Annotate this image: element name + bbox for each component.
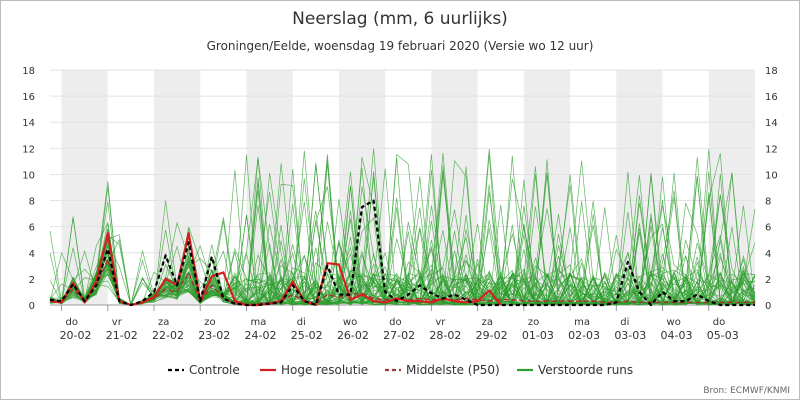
x-day-label: do — [713, 317, 725, 328]
x-day-label: wo — [343, 317, 357, 328]
ensemble-member-line — [49, 153, 756, 306]
y-tick-label-right: 6 — [765, 223, 771, 234]
x-date-label: 03-03 — [614, 329, 646, 342]
x-day-label: di — [620, 317, 629, 328]
y-tick-label-right: 14 — [765, 118, 778, 129]
ensemble-member-line — [49, 167, 756, 306]
x-day-label: vr — [435, 317, 446, 328]
x-day-label: zo — [204, 317, 215, 328]
y-tick-label-left: 2 — [29, 275, 35, 286]
x-date-label: 26-02 — [337, 329, 369, 342]
x-date-label: 25-02 — [291, 329, 323, 342]
x-day-label: vr — [112, 317, 123, 328]
x-date-label: 24-02 — [244, 329, 276, 342]
y-tick-label-left: 0 — [29, 301, 35, 312]
y-tick-label-left: 16 — [22, 92, 35, 103]
y-tick-label-left: 14 — [22, 118, 35, 129]
ensemble-member-line — [49, 153, 756, 306]
x-date-label: 02-03 — [568, 329, 600, 342]
x-date-label: 28-02 — [429, 329, 461, 342]
legend-label: Middelste (P50) — [406, 363, 500, 377]
ensemble-series — [49, 148, 756, 307]
x-date-label: 20-02 — [60, 329, 92, 342]
x-day-label: za — [482, 317, 493, 328]
ensemble-member-line — [49, 153, 756, 306]
y-tick-label-left: 8 — [29, 197, 35, 208]
legend-label: Controle — [189, 363, 240, 377]
day-band — [708, 70, 755, 305]
y-tick-label-right: 18 — [765, 66, 778, 77]
x-day-label: do — [66, 317, 78, 328]
x-date-label: 04-03 — [661, 329, 693, 342]
x-day-label: wo — [667, 317, 681, 328]
main-series — [49, 199, 755, 307]
y-tick-label-left: 4 — [29, 249, 35, 260]
x-date-label: 01-03 — [522, 329, 554, 342]
legend: Controle Hoge resolutie Middelste (P50) Ver… — [168, 363, 633, 377]
x-date-label: 22-02 — [152, 329, 184, 342]
series-line-controle — [49, 199, 755, 307]
y-tick-label-left: 18 — [22, 66, 35, 77]
day-band — [431, 70, 478, 305]
x-day-label: ma — [250, 317, 266, 328]
y-tick-label-right: 10 — [765, 170, 778, 181]
x-day-label: di — [297, 317, 306, 328]
source-label: Bron: ECMWF/KNMI — [703, 386, 790, 396]
y-axis-right: 0 2 4 6 8 10 12 14 16 18 — [765, 66, 778, 312]
y-tick-label-right: 4 — [765, 249, 771, 260]
legend-label: Verstoorde runs — [538, 363, 633, 377]
x-date-label: 29-02 — [476, 329, 508, 342]
y-tick-label-right: 2 — [765, 275, 771, 286]
x-axis: do20-02vr21-02za22-02zo23-02ma24-02di25-… — [60, 305, 739, 342]
y-tick-label-right: 0 — [765, 301, 771, 312]
legend-label: Hoge resolutie — [281, 363, 368, 377]
y-tick-label-right: 8 — [765, 197, 771, 208]
x-date-label: 23-02 — [198, 329, 230, 342]
ensemble-member-line — [49, 169, 756, 306]
x-date-label: 27-02 — [383, 329, 415, 342]
x-date-label: 05-03 — [707, 329, 739, 342]
chart-subtitle: Groningen/Eelde, woensdag 19 februari 20… — [207, 39, 594, 53]
y-tick-label-right: 16 — [765, 92, 778, 103]
y-tick-label-left: 6 — [29, 223, 35, 234]
y-tick-label-left: 10 — [22, 170, 35, 181]
y-tick-label-right: 12 — [765, 144, 778, 155]
ensemble-member-line — [49, 178, 756, 306]
ensemble-member-line — [49, 207, 756, 306]
chart-title: Neerslag (mm, 6 uurlijks) — [292, 9, 508, 29]
x-day-label: do — [389, 317, 401, 328]
y-axis-left: 0 2 4 6 8 10 12 14 16 18 — [22, 66, 35, 312]
x-day-label: ma — [574, 317, 590, 328]
x-date-label: 21-02 — [106, 329, 138, 342]
x-day-label: za — [158, 317, 169, 328]
y-tick-label-left: 12 — [22, 144, 35, 155]
x-day-label: zo — [528, 317, 539, 328]
